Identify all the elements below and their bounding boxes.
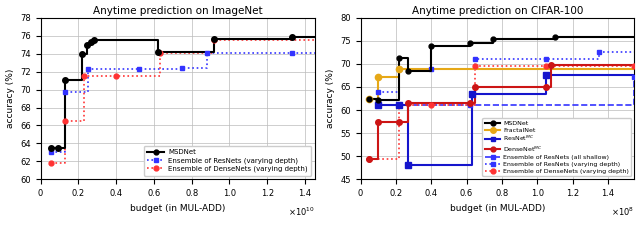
Title: Anytime prediction on CIFAR-100: Anytime prediction on CIFAR-100 <box>412 6 583 16</box>
Title: Anytime prediction on ImageNet: Anytime prediction on ImageNet <box>93 6 262 16</box>
X-axis label: budget (in MUL-ADD): budget (in MUL-ADD) <box>130 204 225 213</box>
Text: $\times10^{8}$: $\times10^{8}$ <box>611 205 634 218</box>
Text: $\times10^{10}$: $\times10^{10}$ <box>288 205 314 218</box>
Y-axis label: accuracy (%): accuracy (%) <box>6 69 15 128</box>
Legend: MSDNet, FractalNet, ResNet$^{MC}$, DenseNet$^{MC}$, Ensemble of ResNets (all sha: MSDNet, FractalNet, ResNet$^{MC}$, Dense… <box>483 118 631 176</box>
Legend: MSDNet, Ensemble of ResNets (varying depth), Ensemble of DenseNets (varying dept: MSDNet, Ensemble of ResNets (varying dep… <box>143 146 311 176</box>
Y-axis label: accuracy (%): accuracy (%) <box>326 69 335 128</box>
X-axis label: budget (in MUL-ADD): budget (in MUL-ADD) <box>450 204 545 213</box>
